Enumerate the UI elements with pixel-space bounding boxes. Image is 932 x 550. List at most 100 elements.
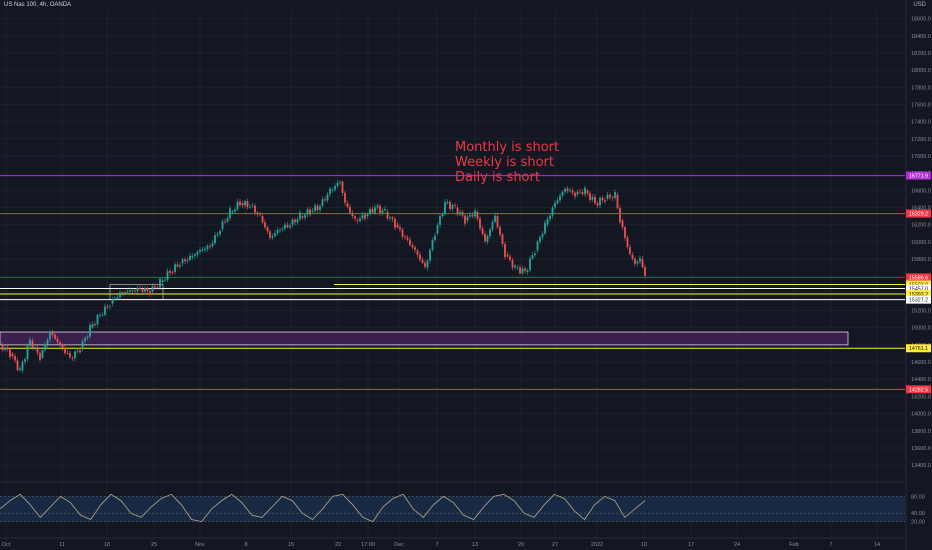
candle-body: [536, 241, 539, 251]
candle-body: [34, 347, 36, 349]
candle-body: [389, 217, 391, 219]
candle-body: [276, 230, 279, 234]
candle-body: [449, 202, 451, 209]
x-tick-label: 24: [734, 542, 740, 548]
candle-body: [634, 258, 636, 264]
zone-rect: [0, 331, 849, 346]
candle-body: [309, 209, 311, 215]
candle-body: [216, 234, 219, 236]
candle-body: [361, 214, 364, 219]
candle-body: [74, 351, 76, 359]
candle-body: [429, 249, 431, 261]
candle-body: [399, 227, 401, 230]
candle-body: [249, 206, 251, 208]
candle-body: [519, 267, 521, 274]
candle-body: [111, 299, 114, 304]
candle-body: [271, 236, 274, 238]
candle-body: [134, 290, 136, 292]
candle-body: [246, 201, 249, 208]
candle-body: [601, 197, 604, 201]
candle-body: [391, 217, 394, 220]
candle-body: [179, 265, 181, 267]
candle-body: [189, 255, 191, 260]
candle-body: [241, 203, 244, 206]
candle-body: [54, 334, 56, 339]
candle-body: [566, 188, 569, 192]
candle-body: [164, 279, 166, 281]
candle-body: [199, 249, 201, 252]
candle-body: [206, 245, 209, 249]
x-tick-label: 7: [829, 542, 832, 548]
candle-body: [256, 212, 259, 215]
x-tick-label: 14: [874, 542, 880, 548]
candle-body: [56, 338, 59, 343]
candle-body: [631, 254, 634, 259]
x-tick-label: 2022: [591, 542, 603, 548]
candle-body: [161, 280, 164, 283]
candle-body: [546, 219, 549, 225]
candle-body: [466, 216, 469, 221]
candle-body: [114, 298, 116, 300]
candle-body: [236, 201, 239, 210]
level-price-labels: 16771.916329.215586.615503.015457.015393…: [906, 171, 931, 394]
candle-body: [346, 203, 349, 207]
y-tick-label: 18600.0: [911, 17, 931, 23]
candle-body: [504, 244, 506, 258]
candle-body: [436, 224, 439, 234]
x-tick-label: 27: [552, 542, 558, 548]
candle-body: [181, 259, 184, 264]
candle-body: [396, 224, 399, 228]
candle-body: [564, 188, 566, 192]
candle-body: [224, 221, 226, 223]
candle-body: [21, 361, 24, 371]
candle-body: [571, 190, 574, 193]
candle-body: [311, 210, 314, 212]
candle-body: [131, 290, 134, 292]
y-tick-label: 13800.0: [911, 429, 931, 435]
candle-body: [174, 264, 176, 273]
x-tick-label: 25: [151, 542, 157, 548]
candle-body: [606, 194, 609, 199]
candle-body: [259, 214, 261, 216]
level-label-bg: [906, 209, 931, 218]
rsi-line: [0, 493, 646, 523]
candle-body: [19, 368, 21, 371]
candle-body: [11, 353, 14, 356]
candle-body: [251, 205, 254, 207]
candle-body: [79, 350, 81, 353]
level-label: 14761.1: [909, 346, 928, 352]
candle-body: [239, 201, 241, 206]
candle-body: [506, 254, 509, 257]
rsi-indicator: 80.00 40.00 20.00: [0, 481, 925, 526]
y-tick-label: 15000.0: [911, 326, 931, 332]
candle-body: [596, 203, 599, 206]
candle-body: [151, 286, 154, 292]
candle-body: [136, 287, 139, 292]
rsi-tick-label: 40.00: [911, 511, 925, 517]
candle-body: [229, 208, 231, 219]
candle-body: [334, 186, 336, 190]
x-tick-label: 15: [288, 542, 294, 548]
candle-body: [341, 181, 344, 193]
symbol-title[interactable]: US Nas 100, 4h, OANDA: [4, 2, 72, 8]
level-label: 15457.0: [909, 286, 928, 292]
candle-body: [104, 306, 106, 315]
text-annotation[interactable]: Monthly is short Weekly is short Daily i…: [455, 140, 559, 185]
candle-body: [289, 225, 291, 228]
candle-body: [221, 221, 224, 229]
candle-body: [434, 235, 436, 241]
candle-body: [459, 212, 461, 215]
y-tick-label: 16400.0: [911, 206, 931, 212]
candle-body: [416, 250, 419, 255]
candle-body: [299, 212, 301, 220]
candle-body: [154, 286, 156, 288]
candle-body: [454, 204, 456, 206]
candle-body: [591, 196, 594, 200]
candle-body: [511, 259, 514, 268]
y-tick-label: 18200.0: [911, 51, 931, 57]
candle-body: [604, 200, 606, 202]
candle-body: [629, 247, 631, 255]
x-tick-label: Dec: [394, 542, 404, 548]
candle-body: [64, 347, 66, 354]
